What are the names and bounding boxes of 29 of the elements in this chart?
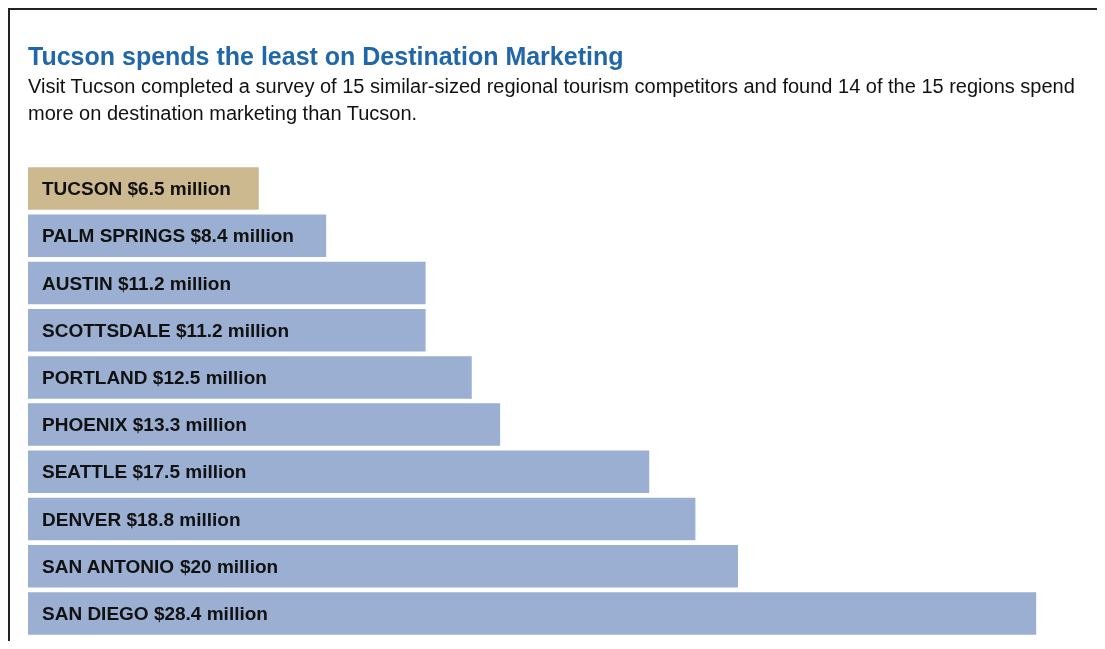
bar: [28, 261, 426, 305]
y-tick-label: SCOTTSDALE: [42, 319, 171, 341]
data-label: $28.4 million: [153, 602, 268, 624]
data-label: $6.5 million: [127, 178, 231, 200]
bar: [28, 356, 472, 399]
y-tick-label: PHOENIX: [42, 414, 128, 436]
bar: [28, 497, 696, 541]
bar: [28, 403, 501, 446]
y-tick-label: PORTLAND: [42, 366, 148, 388]
data-label: $8.4 million: [190, 225, 294, 247]
bar: [28, 544, 738, 588]
y-tick-label: SAN ANTONIO: [42, 555, 174, 577]
data-label: $11.2 million: [118, 272, 231, 294]
data-label: $20 million: [179, 555, 279, 577]
chart-subtitle: Visit Tucson completed a survey of 15 similar-sized regional tourism competitors and found 14 of the 15 regions spend more on destination marketing than Tucson.: [28, 74, 1076, 126]
y-tick-label: PALM SPRINGS: [42, 225, 186, 247]
data-label: $13.3 million: [132, 414, 247, 436]
y-tick-label: SAN DIEGO: [42, 602, 149, 624]
bar: [28, 592, 1037, 635]
y-tick-label: AUSTIN: [42, 272, 113, 294]
data-label: $11.2 million: [176, 319, 290, 341]
data-label: $17.5 million: [132, 461, 247, 483]
y-tick-label: DENVER: [42, 508, 122, 530]
data-label: $18.8 million: [126, 508, 241, 530]
chart-title: Tucson spends the least on Destination Marketing: [28, 42, 625, 71]
data-label: $12.5 million: [152, 366, 267, 388]
y-tick-label: SEATTLE: [42, 461, 128, 483]
bar: [28, 450, 650, 494]
y-tick-label: TUCSON: [42, 178, 123, 200]
